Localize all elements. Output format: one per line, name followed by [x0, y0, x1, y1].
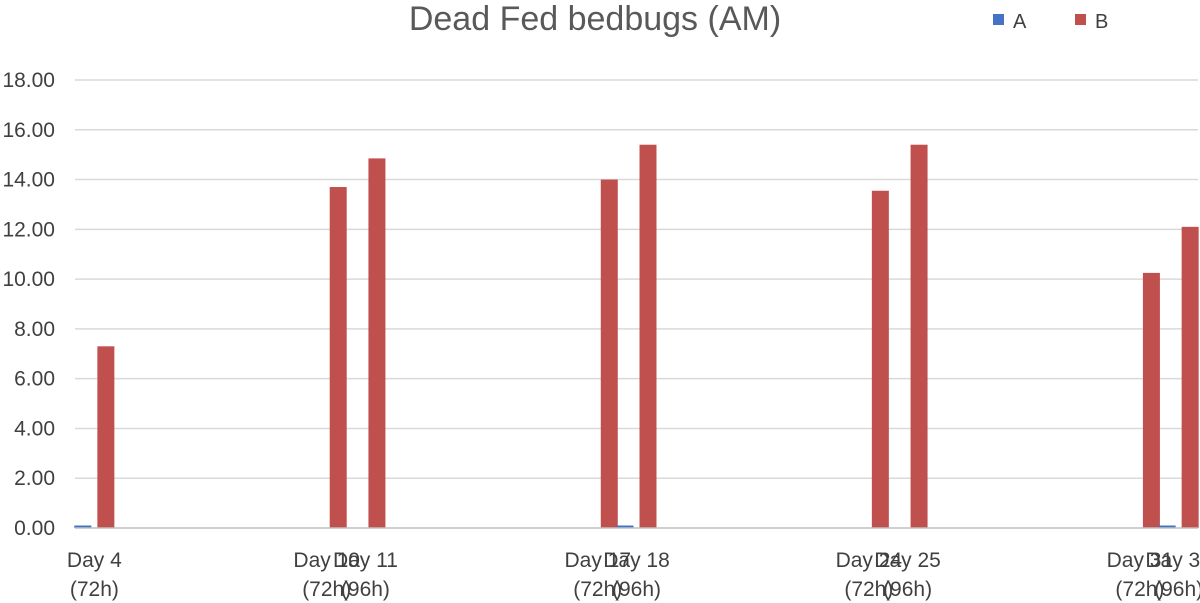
- y-tick-label: 2.00: [14, 467, 55, 490]
- x-category-label: Day 11: [333, 549, 398, 572]
- bar-b: [600, 179, 618, 529]
- x-category-sublabel: (72h): [844, 578, 893, 601]
- x-category-sublabel: (72h): [573, 578, 622, 601]
- bar-b: [910, 144, 928, 528]
- bar-b: [639, 144, 657, 528]
- bar-b: [97, 346, 115, 528]
- x-category-label: Day 24: [836, 549, 903, 572]
- x-category-sublabel: (96h): [883, 578, 932, 601]
- x-category-label: Day 17: [565, 549, 632, 572]
- x-category-sublabel: (72h): [1115, 578, 1164, 601]
- y-tick-label: 6.00: [14, 368, 55, 391]
- y-axis-tick-labels: 0.00 2.00 4.00 6.00 8.00 10.00 12.00 14.00 16.00…: [2, 69, 55, 540]
- bar-b: [871, 190, 889, 528]
- x-category-sublabel: (72h): [302, 578, 351, 601]
- y-tick-label: 10.00: [2, 268, 55, 291]
- bars: [74, 144, 1199, 529]
- y-tick-label: 16.00: [2, 119, 55, 142]
- bar-a: [74, 525, 92, 528]
- bar-b: [1181, 226, 1199, 528]
- x-category-sublabel: (96h): [612, 578, 661, 601]
- x-category-label: Day 32: [1145, 549, 1200, 572]
- x-category-sublabel: (96h): [341, 578, 390, 601]
- x-category-label: Day 18: [603, 549, 670, 572]
- x-category-label: Day 10: [293, 549, 360, 572]
- x-category-label: Day 25: [874, 549, 941, 572]
- chart-title: Dead Fed bedbugs (AM): [409, 0, 781, 38]
- y-tick-label: 12.00: [2, 218, 55, 241]
- gridlines: [75, 79, 1198, 479]
- x-axis-category-labels: Day 4 (72h) Day 10 (72h) Day 11 (96h) Day 17 (7…: [67, 549, 1200, 601]
- y-tick-label: 4.00: [14, 417, 55, 440]
- legend-swatch-a: [993, 14, 1004, 25]
- bar-b: [329, 187, 347, 528]
- y-tick-label: 18.00: [2, 69, 55, 92]
- legend: A B: [993, 11, 1108, 33]
- y-tick-label: 0.00: [14, 517, 55, 540]
- legend-swatch-b: [1075, 14, 1086, 25]
- x-category-label: Day 31: [1107, 549, 1174, 572]
- legend-label-b: B: [1095, 11, 1108, 33]
- bar-a: [616, 525, 634, 528]
- legend-label-a: A: [1013, 11, 1027, 33]
- y-tick-label: 14.00: [2, 169, 55, 192]
- y-tick-label: 8.00: [14, 318, 55, 341]
- bar-b: [368, 158, 386, 528]
- x-category-label: Day 4: [67, 549, 122, 572]
- x-category-sublabel: (72h): [70, 578, 119, 601]
- x-category-sublabel: (96h): [1154, 578, 1200, 601]
- bar-a: [1158, 525, 1176, 528]
- bar-b: [1142, 272, 1160, 528]
